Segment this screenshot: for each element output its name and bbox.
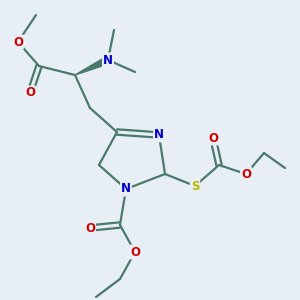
Text: O: O bbox=[85, 221, 95, 235]
Text: N: N bbox=[121, 182, 131, 196]
Text: N: N bbox=[103, 53, 113, 67]
Text: S: S bbox=[191, 179, 199, 193]
Text: N: N bbox=[154, 128, 164, 142]
Text: O: O bbox=[130, 245, 140, 259]
Text: O: O bbox=[13, 35, 23, 49]
Text: O: O bbox=[241, 167, 251, 181]
Polygon shape bbox=[75, 56, 110, 75]
Text: O: O bbox=[25, 86, 35, 100]
Text: O: O bbox=[208, 131, 218, 145]
